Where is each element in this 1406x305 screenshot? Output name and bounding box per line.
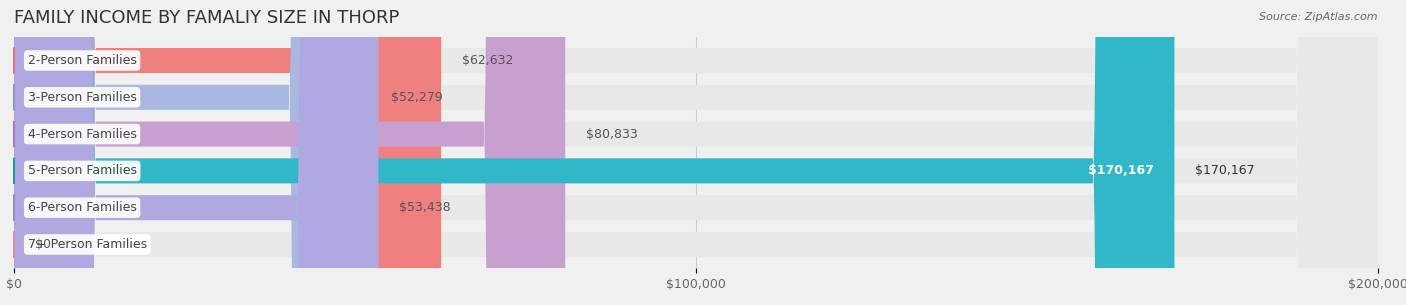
FancyBboxPatch shape xyxy=(14,0,1378,305)
Text: $170,167: $170,167 xyxy=(1088,164,1154,178)
Text: 7+ Person Families: 7+ Person Families xyxy=(28,238,146,251)
FancyBboxPatch shape xyxy=(14,0,1378,305)
FancyBboxPatch shape xyxy=(14,0,1378,305)
FancyBboxPatch shape xyxy=(14,0,378,305)
Text: 6-Person Families: 6-Person Families xyxy=(28,201,136,214)
Text: $53,438: $53,438 xyxy=(399,201,450,214)
FancyBboxPatch shape xyxy=(14,0,441,305)
Text: Source: ZipAtlas.com: Source: ZipAtlas.com xyxy=(1260,12,1378,22)
Text: $62,632: $62,632 xyxy=(461,54,513,67)
Text: $80,833: $80,833 xyxy=(586,127,637,141)
Text: $170,167: $170,167 xyxy=(1195,164,1254,178)
Text: 5-Person Families: 5-Person Families xyxy=(28,164,136,178)
Text: $0: $0 xyxy=(35,238,51,251)
FancyBboxPatch shape xyxy=(14,0,371,305)
FancyBboxPatch shape xyxy=(14,0,1378,305)
Text: 3-Person Families: 3-Person Families xyxy=(28,91,136,104)
Text: $52,279: $52,279 xyxy=(391,91,443,104)
Text: FAMILY INCOME BY FAMALIY SIZE IN THORP: FAMILY INCOME BY FAMALIY SIZE IN THORP xyxy=(14,9,399,27)
FancyBboxPatch shape xyxy=(14,0,565,305)
FancyBboxPatch shape xyxy=(14,0,1378,305)
FancyBboxPatch shape xyxy=(14,0,1378,305)
Text: 4-Person Families: 4-Person Families xyxy=(28,127,136,141)
FancyBboxPatch shape xyxy=(14,0,1174,305)
Text: 2-Person Families: 2-Person Families xyxy=(28,54,136,67)
